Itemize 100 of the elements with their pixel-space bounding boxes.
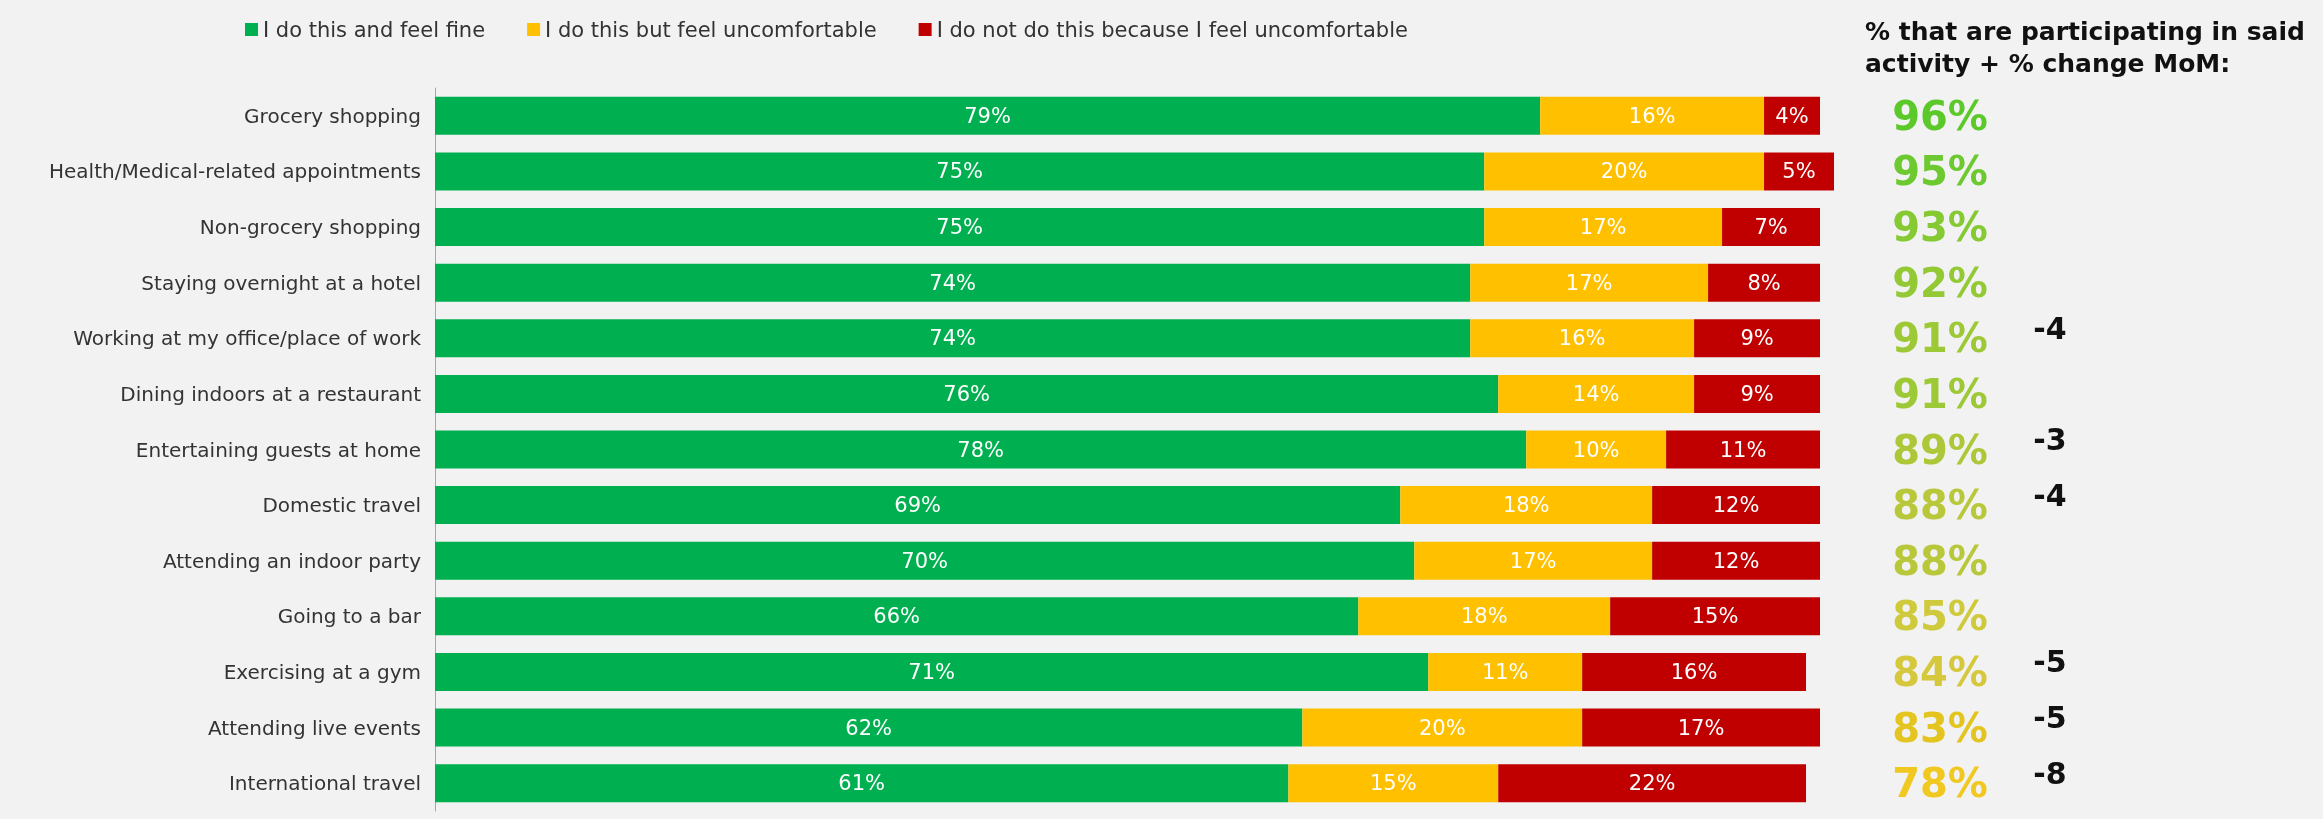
data-label: 9%	[1740, 326, 1774, 351]
bar	[1428, 652, 1583, 691]
y-tick-label: Attending live events	[208, 715, 421, 740]
bar	[1708, 263, 1821, 302]
data-label: 76%	[943, 381, 990, 406]
data-label: 17%	[1579, 215, 1627, 240]
text: 96%	[1892, 92, 1988, 139]
bar	[435, 652, 1429, 691]
text: -5	[2033, 700, 2067, 736]
bar	[435, 764, 1289, 803]
bar	[1484, 208, 1723, 247]
bar	[435, 597, 1359, 636]
data-label: 61%	[838, 771, 886, 796]
y-tick-label: Health/Medical-related appointments	[48, 159, 421, 184]
text: -5	[2033, 644, 2067, 680]
data-label: 8%	[1747, 270, 1781, 295]
text: -8	[2033, 755, 2067, 791]
bar	[1582, 708, 1821, 747]
data-label: 17%	[1509, 548, 1557, 573]
bar	[1400, 486, 1653, 525]
y-tick-label: Non-grocery shopping	[199, 215, 421, 240]
data-label: 71%	[908, 659, 955, 684]
data-label: 17%	[1565, 270, 1613, 295]
bar	[435, 319, 1471, 358]
data-label: 62%	[845, 715, 893, 740]
data-label: 12%	[1712, 493, 1760, 518]
y-tick-label: Working at my office/place of work	[73, 326, 422, 351]
data-label: 12%	[1712, 548, 1760, 573]
data-label: 15%	[1691, 604, 1739, 629]
bar	[435, 263, 1471, 302]
bar	[435, 486, 1401, 525]
y-tick-label: Staying overnight at a hotel	[141, 270, 421, 295]
text: 95%	[1892, 148, 1988, 195]
bar	[1722, 208, 1821, 247]
bar	[1666, 430, 1821, 469]
bar	[1652, 541, 1821, 580]
data-label: 10%	[1572, 437, 1620, 462]
bar	[435, 430, 1527, 469]
data-label: 11%	[1481, 659, 1529, 684]
legend-label: I do this and feel fine	[263, 17, 486, 42]
data-label: 22%	[1628, 771, 1676, 796]
data-label: 9%	[1740, 381, 1774, 406]
data-label: 20%	[1600, 159, 1648, 184]
text: -3	[2033, 422, 2067, 457]
text: 91%	[1892, 370, 1988, 417]
bar	[1288, 764, 1499, 803]
data-label: 5%	[1782, 159, 1816, 184]
bar	[1302, 708, 1583, 747]
text: 89%	[1892, 426, 1988, 473]
y-tick-label: International travel	[228, 771, 421, 796]
y-tick-label: Domestic travel	[262, 493, 421, 518]
bar	[1484, 152, 1765, 191]
bar	[1694, 374, 1821, 413]
bar	[435, 152, 1485, 191]
data-label: 69%	[894, 493, 941, 518]
y-tick-label: Grocery shopping	[244, 103, 421, 128]
bar	[1764, 152, 1834, 191]
data-label: 14%	[1572, 381, 1620, 406]
y-tick-label: Attending an indoor party	[162, 548, 422, 573]
data-label: 70%	[901, 548, 948, 573]
text: -4	[2033, 310, 2067, 346]
data-label: 74%	[929, 326, 976, 351]
data-label: 16%	[1670, 659, 1718, 684]
bar	[1540, 96, 1765, 135]
data-label: 20%	[1418, 715, 1466, 740]
data-label: 4%	[1775, 103, 1809, 128]
legend-label: I do this but feel uncomfortable	[545, 17, 877, 42]
text: -4	[2033, 477, 2067, 513]
text: 88%	[1892, 482, 1988, 529]
bar	[1582, 652, 1807, 691]
text: 78%	[1892, 760, 1988, 807]
text: % that are participating in said activity + % change MoM:	[1865, 16, 2314, 78]
bar	[435, 374, 1499, 413]
text: 84%	[1892, 648, 1988, 695]
y-tick-label: Exercising at a gym	[223, 659, 421, 684]
bar	[1470, 263, 1709, 302]
text: 83%	[1892, 704, 1988, 751]
text: 93%	[1892, 204, 1988, 251]
legend-label: I do not do this because I feel uncomfortable	[936, 17, 1408, 42]
data-label: 75%	[936, 215, 983, 240]
bar	[435, 541, 1415, 580]
y-tick-label: Dining indoors at a restaurant	[120, 381, 422, 406]
text: 85%	[1892, 593, 1988, 640]
data-label: 17%	[1677, 715, 1725, 740]
data-label: 79%	[964, 103, 1011, 128]
bar	[1498, 764, 1807, 803]
y-tick-label: Going to a bar	[277, 604, 422, 629]
text: 88%	[1892, 537, 1988, 584]
bar	[1498, 374, 1695, 413]
bar	[1694, 319, 1821, 358]
bar	[1358, 597, 1611, 636]
data-label: 7%	[1754, 215, 1788, 240]
data-label: 16%	[1558, 326, 1606, 351]
data-label: 74%	[929, 270, 976, 295]
data-label: 66%	[873, 604, 921, 629]
data-label: 15%	[1369, 771, 1417, 796]
bar	[1610, 597, 1821, 636]
bar	[1414, 541, 1653, 580]
text: 92%	[1892, 259, 1988, 306]
data-label: 78%	[957, 437, 1004, 462]
